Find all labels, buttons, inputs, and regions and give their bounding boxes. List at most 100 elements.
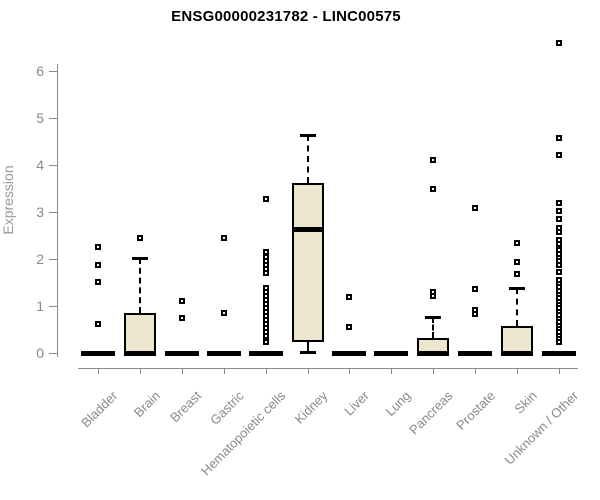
outlier-point [220, 234, 227, 241]
y-tick-mark [49, 118, 57, 119]
x-tick-mark [475, 368, 477, 374]
y-tick-label: 3 [36, 204, 44, 220]
outlier-point [514, 271, 521, 278]
y-tick-label: 6 [36, 63, 44, 79]
x-tick-label: Kidney [291, 388, 331, 427]
upper-whisker-cap [131, 257, 148, 261]
outlier-point [220, 310, 227, 317]
median-line [417, 351, 450, 356]
outlier-point [95, 320, 101, 327]
outlier-point [262, 333, 269, 340]
x-tick-mark [517, 368, 519, 374]
median-line [81, 351, 115, 356]
x-tick-mark [223, 368, 225, 374]
x-tick-mark [391, 368, 393, 374]
outlier-point [555, 208, 562, 215]
x-tick-label: Pancreas [406, 388, 456, 438]
outlier-point [555, 262, 562, 269]
outlier-point [472, 286, 479, 293]
upper-whisker [516, 288, 519, 327]
y-tick-label: 5 [36, 110, 44, 126]
y-tick-mark [49, 71, 57, 72]
plot-title: ENSG00000231782 - LINC00575 [171, 8, 401, 25]
median-line [123, 351, 156, 356]
outlier-point [555, 39, 562, 46]
outlier-point [262, 195, 269, 202]
median-line [248, 351, 283, 356]
outlier-point [95, 243, 101, 250]
x-tick-mark [307, 368, 309, 374]
upper-whisker-cap [299, 133, 316, 137]
y-tick-label: 2 [36, 251, 44, 267]
median-line [374, 351, 409, 356]
y-tick-mark [49, 259, 57, 260]
median-line [291, 226, 324, 232]
outlier-point [555, 200, 562, 207]
x-tick-label: Breast [167, 388, 205, 426]
median-line [458, 351, 493, 356]
x-tick-label: Liver [341, 388, 373, 419]
outlier-point [346, 294, 353, 301]
outlier-point [178, 297, 185, 304]
outlier-point [472, 310, 479, 317]
median-line [501, 351, 534, 356]
upper-whisker-cap [425, 315, 442, 319]
upper-whisker [138, 258, 141, 314]
outlier-point [95, 262, 101, 269]
outlier-point [262, 339, 269, 346]
outlier-point [430, 156, 437, 163]
x-tick-label: Lung [382, 388, 414, 420]
y-axis-line [57, 64, 58, 357]
lower-whisker [306, 339, 309, 353]
outlier-point [514, 240, 521, 247]
x-tick-mark [139, 368, 141, 374]
outlier-point [178, 315, 185, 322]
median-line [206, 351, 241, 356]
outlier-point [555, 269, 562, 276]
outlier-point [95, 279, 101, 286]
y-tick-mark [49, 353, 57, 354]
outlier-point [555, 339, 562, 346]
y-axis-label: Expression [0, 165, 16, 235]
outlier-point [262, 248, 269, 255]
median-line [541, 351, 576, 356]
x-tick-mark [433, 368, 435, 374]
x-tick-label: Bladder [78, 388, 121, 431]
x-tick-label: Unknown / Other [502, 388, 582, 468]
y-tick-label: 4 [36, 157, 44, 173]
x-tick-label: Brain [130, 388, 163, 421]
median-line [332, 351, 367, 356]
x-tick-label: Prostate [452, 388, 498, 433]
outlier-point [514, 258, 521, 265]
outlier-point [555, 228, 562, 235]
outlier-point [555, 152, 562, 159]
y-tick-label: 1 [36, 298, 44, 314]
outlier-point [555, 240, 562, 247]
outlier-point [346, 324, 353, 331]
x-tick-mark [181, 368, 183, 374]
x-tick-mark [349, 368, 351, 374]
outlier-point [136, 234, 143, 241]
outlier-point [430, 185, 437, 192]
upper-whisker [306, 134, 309, 183]
outlier-point [430, 293, 437, 300]
median-line [164, 351, 199, 356]
x-tick-mark [558, 368, 560, 374]
y-tick-mark [49, 212, 57, 213]
box-brain [123, 313, 156, 355]
x-tick-mark [265, 368, 267, 374]
outlier-point [262, 269, 269, 276]
y-tick-label: 0 [36, 345, 44, 361]
outlier-point [472, 204, 479, 211]
x-tick-label: Gastric [206, 388, 247, 428]
x-axis-line [78, 368, 578, 369]
x-tick-mark [98, 368, 99, 374]
box-kidney [291, 182, 324, 342]
y-tick-mark [49, 306, 57, 307]
lower-whisker-cap [299, 351, 316, 355]
outlier-point [555, 216, 562, 223]
outlier-point [555, 135, 562, 142]
upper-whisker-cap [509, 287, 526, 291]
y-tick-mark [49, 165, 57, 166]
